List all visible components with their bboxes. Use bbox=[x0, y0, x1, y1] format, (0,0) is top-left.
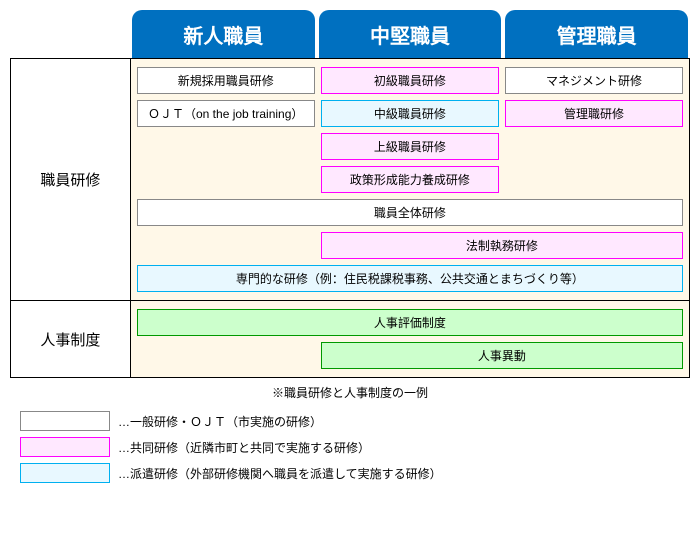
box-intermediate-training: 中級職員研修 bbox=[321, 100, 499, 127]
legend-row-dispatch: …派遣研修（外部研修機関へ職員を派遣して実施する研修） bbox=[20, 463, 690, 483]
legend-swatch-magenta bbox=[20, 437, 110, 457]
box-hr-evaluation: 人事評価制度 bbox=[137, 309, 683, 336]
row-hr: 人事制度 人事評価制度 人事異動 bbox=[10, 300, 690, 378]
header-tab-mid: 中堅職員 bbox=[319, 10, 502, 58]
footnote: ※職員研修と人事制度の一例 bbox=[10, 384, 690, 401]
box-manager-training: 管理職研修 bbox=[505, 100, 683, 127]
col-mgr: マネジメント研修 管理職研修 bbox=[505, 67, 683, 193]
box-legal-training: 法制執務研修 bbox=[321, 232, 683, 259]
box-specialized-training: 専門的な研修（例：住民税課税事務、公共交通とまちづくり等） bbox=[137, 265, 683, 292]
box-beginner-training: 初級職員研修 bbox=[321, 67, 499, 94]
legend: …一般研修・ＯＪＴ（市実施の研修） …共同研修（近隣市町と共同で実施する研修） … bbox=[20, 411, 690, 483]
legend-swatch-cyan bbox=[20, 463, 110, 483]
box-new-hire-training: 新規採用職員研修 bbox=[137, 67, 315, 94]
legend-row-joint: …共同研修（近隣市町と共同で実施する研修） bbox=[20, 437, 690, 457]
header-spacer bbox=[10, 10, 130, 58]
row-training-label: 職員研修 bbox=[11, 59, 131, 300]
row-training: 職員研修 新規採用職員研修 ＯＪＴ（on the job training） 初… bbox=[10, 58, 690, 300]
header-tab-mgr: 管理職員 bbox=[505, 10, 688, 58]
box-ojt: ＯＪＴ（on the job training） bbox=[137, 100, 315, 127]
legend-swatch-gray bbox=[20, 411, 110, 431]
box-all-staff-training: 職員全体研修 bbox=[137, 199, 683, 226]
header-tab-new: 新人職員 bbox=[132, 10, 315, 58]
box-hr-transfer: 人事異動 bbox=[321, 342, 683, 369]
legend-text-dispatch: …派遣研修（外部研修機関へ職員を派遣して実施する研修） bbox=[118, 465, 442, 482]
box-policy-training: 政策形成能力養成研修 bbox=[321, 166, 499, 193]
legend-row-general: …一般研修・ＯＪＴ（市実施の研修） bbox=[20, 411, 690, 431]
legend-text-joint: …共同研修（近隣市町と共同で実施する研修） bbox=[118, 439, 370, 456]
diagram-container: 新人職員 中堅職員 管理職員 職員研修 新規採用職員研修 ＯＪＴ（on the … bbox=[0, 0, 700, 493]
legend-text-general: …一般研修・ＯＪＴ（市実施の研修） bbox=[118, 413, 322, 430]
box-advanced-training: 上級職員研修 bbox=[321, 133, 499, 160]
col-mid: 初級職員研修 中級職員研修 上級職員研修 政策形成能力養成研修 bbox=[321, 67, 499, 193]
box-management-training: マネジメント研修 bbox=[505, 67, 683, 94]
col-new: 新規採用職員研修 ＯＪＴ（on the job training） bbox=[137, 67, 315, 193]
row-hr-label: 人事制度 bbox=[11, 301, 131, 377]
header-row: 新人職員 中堅職員 管理職員 bbox=[10, 10, 690, 58]
